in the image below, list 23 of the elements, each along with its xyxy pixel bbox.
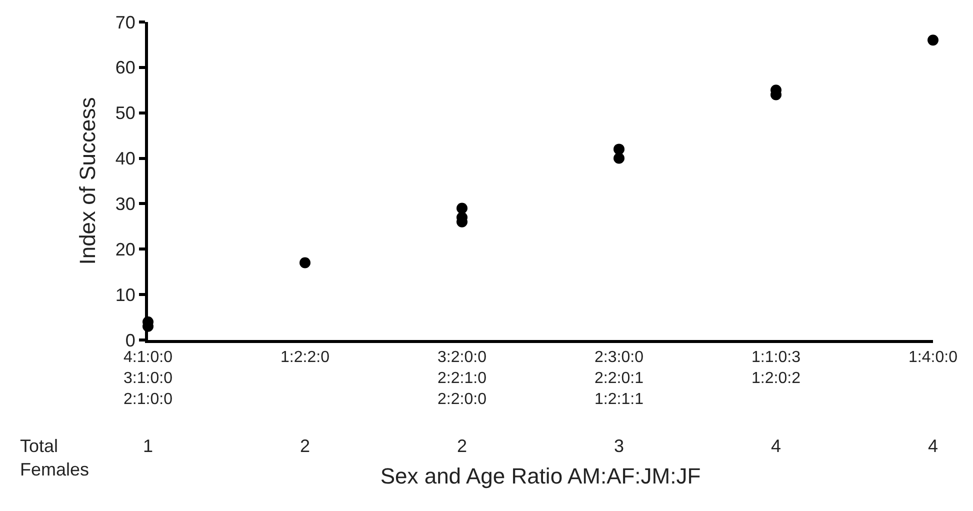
- y-tick-label: 10: [115, 284, 136, 305]
- text: 1: [143, 436, 154, 456]
- y-tick-label: 0: [125, 330, 136, 350]
- text: 2: [457, 436, 468, 456]
- y-tick-label: 30: [115, 194, 136, 214]
- text: 3: [614, 436, 624, 456]
- x-tick-label: 4:1:0:0 3:1:0:0 2:1:0:0: [124, 349, 173, 408]
- x-tick-label: 1:2:2:0: [280, 349, 330, 366]
- y-tick-label: 20: [115, 239, 136, 260]
- text: 4: [771, 436, 782, 456]
- y-tick-label: 60: [115, 58, 136, 78]
- x-tick-label: 1:4:0:0: [908, 349, 958, 366]
- text: 4: [928, 436, 938, 456]
- x-tick-label: 3:2:0:0 2:2:1:0 2:2:0:0: [438, 349, 487, 408]
- y-tick-label: 40: [115, 148, 136, 169]
- x-axis-title: Sex and Age Ratio AM:AF:JM:JF: [380, 464, 701, 489]
- y-tick-label: 50: [115, 103, 136, 124]
- x-tick-label: 1:1:0:3 1:2:0:2: [752, 349, 801, 387]
- y-tick-label: 70: [115, 12, 136, 32]
- text: Total Females: [20, 436, 90, 480]
- y-axis-title: Index of Success: [75, 97, 100, 265]
- x-tick-label: 2:3:0:0 2:2:0:1 1:2:1:1: [594, 349, 644, 408]
- text: 2: [300, 436, 310, 456]
